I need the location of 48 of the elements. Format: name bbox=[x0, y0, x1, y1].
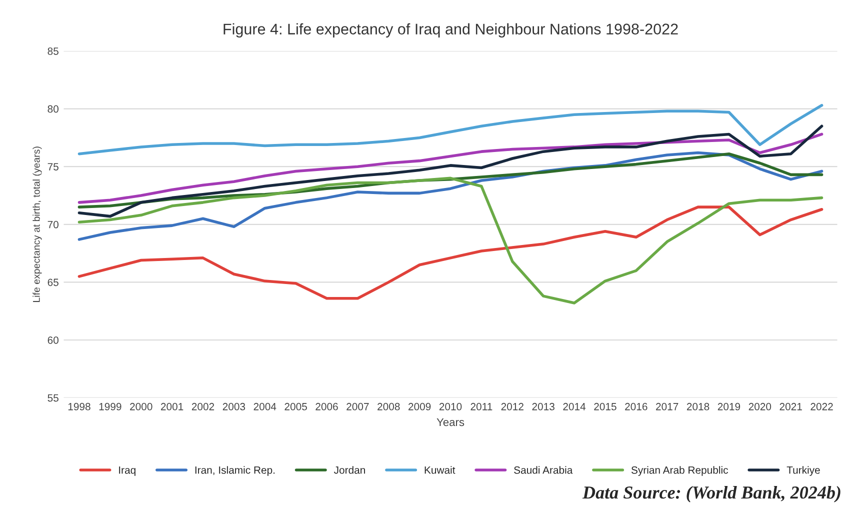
x-axis-title: Years bbox=[436, 418, 464, 426]
x-tick-label: 2007 bbox=[346, 402, 369, 410]
x-tick-label: 2016 bbox=[625, 402, 648, 410]
x-tick-label: 2010 bbox=[439, 402, 462, 410]
line-series bbox=[78, 176, 824, 304]
x-tick-label: 2012 bbox=[501, 402, 524, 410]
legend-label: Jordan bbox=[334, 466, 365, 474]
y-tick-label: 70 bbox=[48, 220, 58, 228]
y-tick-label: 65 bbox=[48, 278, 58, 286]
x-tick-label: 2006 bbox=[316, 402, 338, 410]
line-series bbox=[78, 104, 824, 156]
x-tick-label: 2019 bbox=[718, 402, 740, 410]
legend-label: Kuwait bbox=[424, 466, 456, 474]
line-series bbox=[78, 132, 824, 204]
y-tick-label: 75 bbox=[48, 163, 58, 170]
legend-label: Iran, Islamic Rep. bbox=[195, 466, 275, 476]
x-tick-label: 2004 bbox=[254, 402, 276, 410]
line-series bbox=[78, 124, 824, 218]
x-tick-label: 2008 bbox=[378, 402, 400, 410]
x-tick-label: 2020 bbox=[748, 402, 772, 410]
x-tick-label: 2003 bbox=[222, 402, 246, 410]
x-tick-label: 2005 bbox=[284, 402, 307, 410]
x-tick-label: 2021 bbox=[780, 402, 802, 410]
x-tick-label: 1999 bbox=[99, 402, 122, 410]
line-series bbox=[78, 206, 824, 300]
x-tick-label: 2015 bbox=[594, 402, 616, 410]
x-tick-label: 2011 bbox=[470, 402, 492, 410]
legend-label: Saudi Arabia bbox=[514, 466, 573, 474]
x-tick-label: 2014 bbox=[563, 402, 586, 410]
x-tick-label: 2000 bbox=[130, 402, 152, 410]
chart-title: Figure 4: Life expectancy of Iraq and Neighbour Nations 1998-2022 bbox=[224, 23, 678, 38]
x-tick-label: 2017 bbox=[656, 402, 678, 410]
legend-label: Iraq bbox=[119, 466, 136, 476]
legend-label: Turkiye bbox=[786, 466, 820, 476]
x-tick-label: 2001 bbox=[160, 402, 184, 410]
x-tick-label: 2013 bbox=[532, 402, 554, 410]
legend-label: Syrian Arab Republic bbox=[631, 466, 728, 476]
y-tick-label: 85 bbox=[48, 48, 58, 55]
y-tick-label: 60 bbox=[48, 336, 58, 344]
x-tick-label: 2018 bbox=[686, 402, 710, 410]
x-tick-label: 1998 bbox=[68, 402, 90, 410]
y-tick-label: 80 bbox=[48, 105, 58, 113]
x-tick-label: 2009 bbox=[408, 402, 431, 410]
x-tick-label: 2022 bbox=[810, 402, 833, 410]
y-tick-label: 55 bbox=[48, 394, 58, 402]
x-tick-label: 2002 bbox=[192, 402, 214, 410]
y-axis-title: Life expectancy at birth, total (years) bbox=[32, 146, 42, 302]
source-note: Data Source: (World Bank, 2024b) bbox=[582, 486, 840, 502]
